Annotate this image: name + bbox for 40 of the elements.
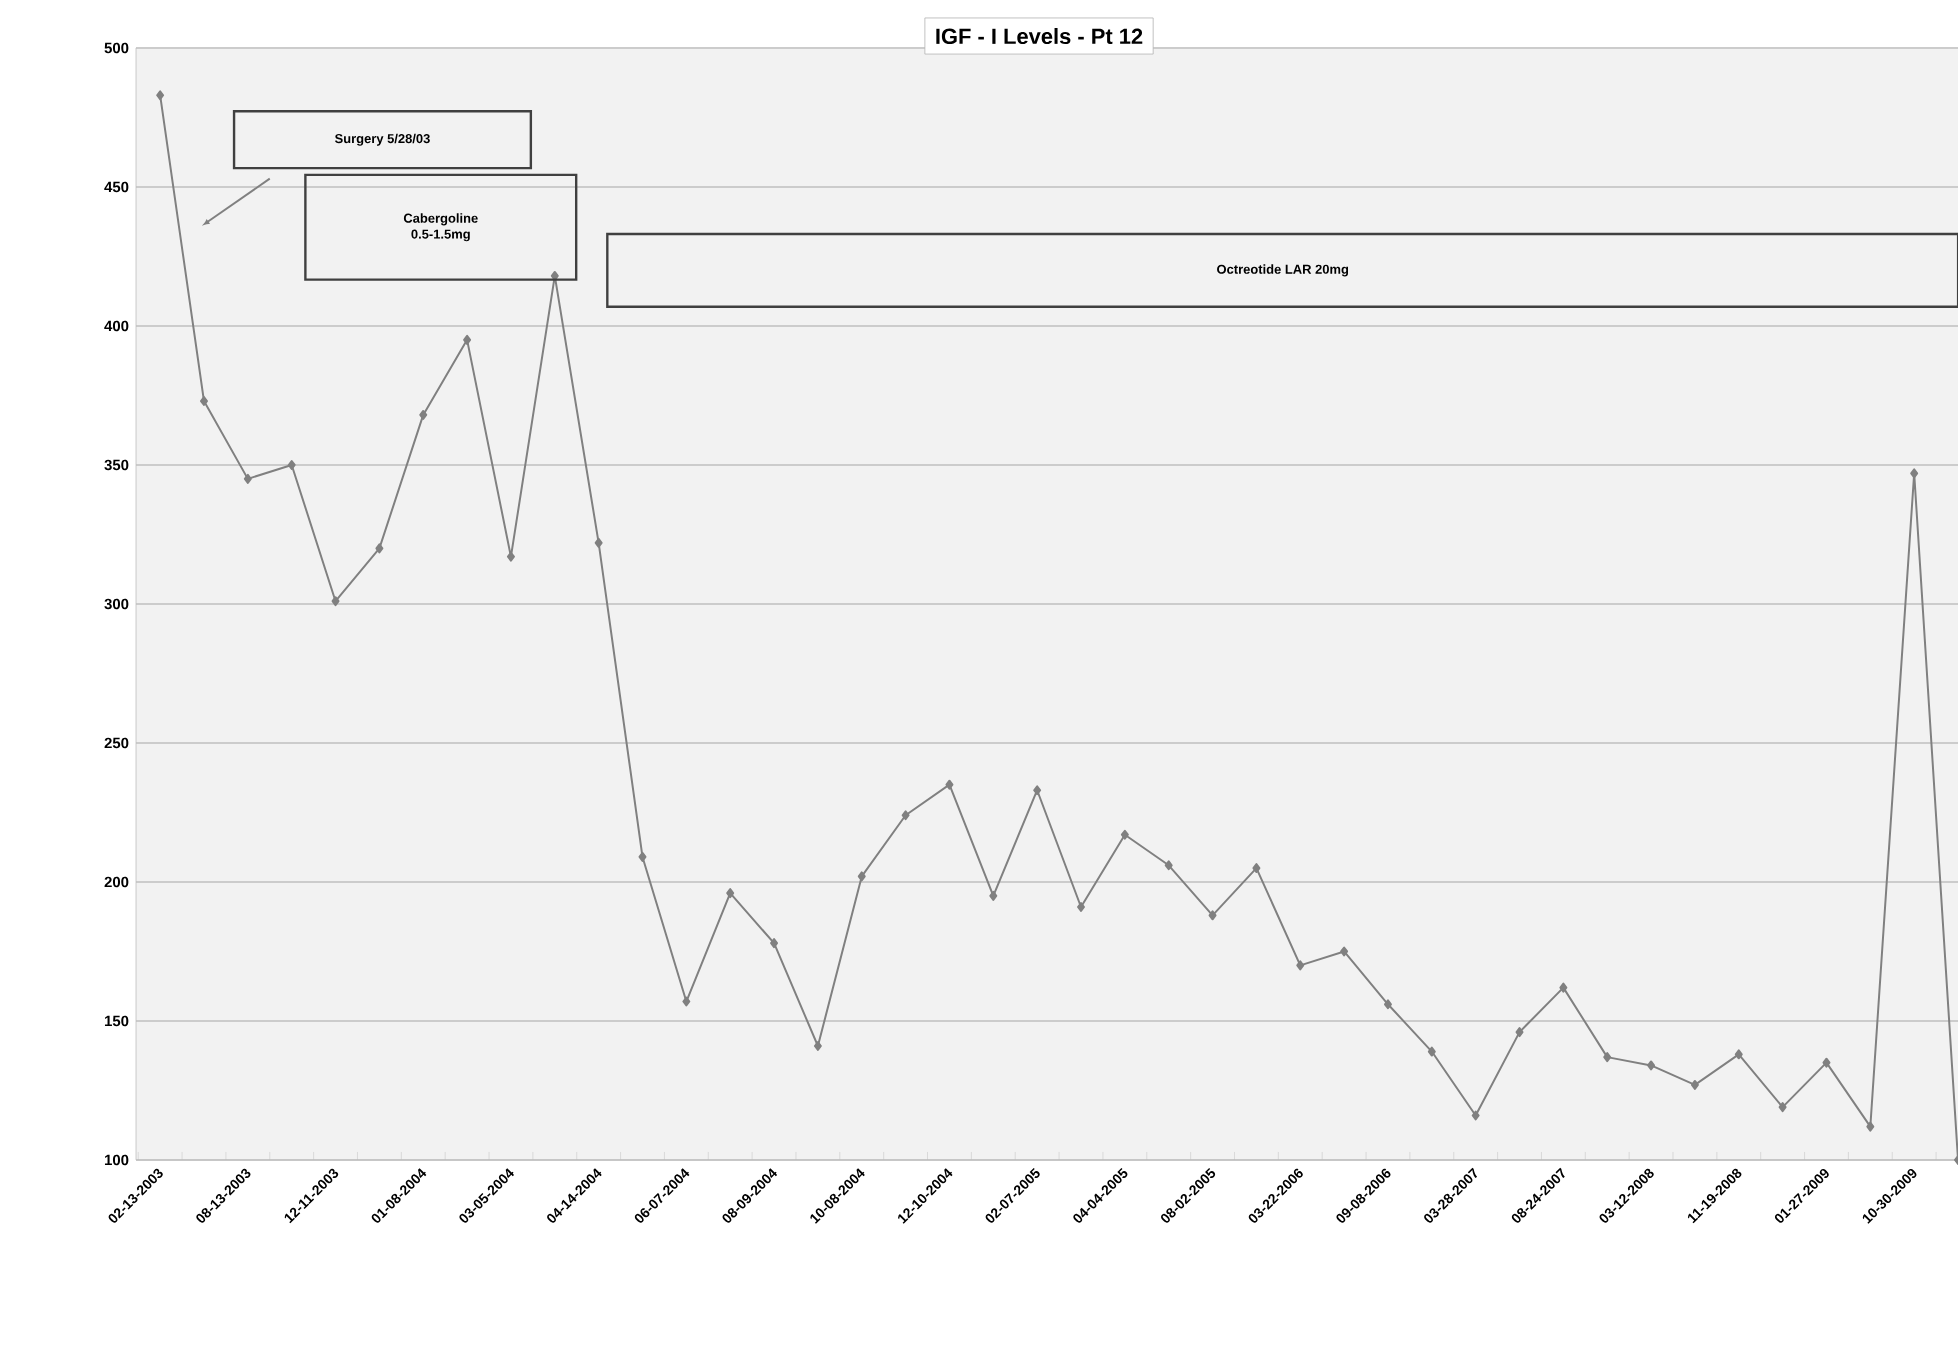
point (1340, 946, 1349, 957)
point (770, 938, 779, 949)
point (243, 473, 252, 484)
point (1734, 1049, 1743, 1060)
point (1778, 1102, 1787, 1113)
point (1252, 863, 1261, 874)
point (375, 543, 384, 554)
point (1471, 1110, 1480, 1121)
point (901, 810, 910, 821)
point (1208, 910, 1217, 921)
point (156, 90, 165, 101)
point (1427, 1046, 1436, 1057)
point (1120, 829, 1129, 840)
point (287, 459, 296, 470)
point (594, 537, 603, 548)
point (682, 996, 691, 1007)
point (419, 409, 428, 420)
point (1690, 1079, 1699, 1090)
point (1559, 982, 1568, 993)
point (1033, 785, 1042, 796)
point (1822, 1057, 1831, 1068)
point (1910, 468, 1919, 479)
point (1383, 999, 1392, 1010)
point (638, 851, 647, 862)
point (989, 890, 998, 901)
point (1603, 1052, 1612, 1063)
point (1647, 1060, 1656, 1071)
point (200, 396, 208, 407)
point (726, 888, 735, 899)
chart-title: IGF - I Levels - Pt 12 (936, 27, 1143, 45)
point (1866, 1121, 1875, 1132)
point (1164, 860, 1173, 871)
point (813, 1041, 822, 1051)
point (463, 334, 472, 345)
point (945, 779, 954, 790)
point (331, 596, 340, 607)
point (1296, 960, 1305, 971)
point (1077, 902, 1085, 912)
point (1515, 1027, 1524, 1038)
point (857, 871, 866, 882)
